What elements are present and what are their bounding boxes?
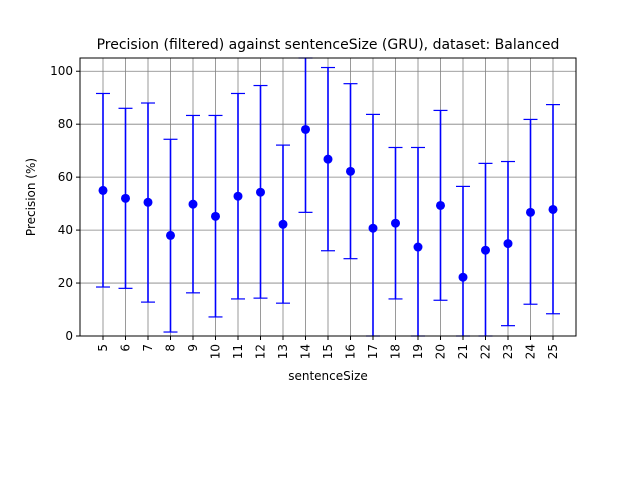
data-point — [481, 245, 490, 255]
data-point — [301, 124, 310, 134]
data-point — [143, 197, 153, 207]
x-tick-label: 20 — [434, 344, 448, 359]
x-tick-label: 15 — [321, 344, 335, 359]
data-point — [98, 185, 108, 195]
data-point — [121, 193, 130, 203]
x-axis-label: sentenceSize — [288, 369, 368, 383]
data-point — [458, 272, 468, 282]
y-tick-label: 60 — [58, 170, 73, 184]
data-point — [188, 199, 198, 209]
x-tick-label: 18 — [389, 344, 403, 359]
x-tick-label: 11 — [231, 344, 245, 359]
data-point — [391, 218, 400, 228]
x-tick-label: 6 — [119, 344, 133, 352]
x-tick-label: 19 — [411, 344, 425, 359]
x-tick-label: 8 — [164, 344, 178, 352]
data-point — [166, 230, 175, 240]
data-point — [436, 200, 445, 210]
y-tick-label: 0 — [65, 329, 73, 343]
x-tick-label: 23 — [501, 344, 515, 359]
x-tick-label: 5 — [96, 344, 110, 352]
x-tick-label: 16 — [344, 344, 358, 359]
x-tick-label: 9 — [186, 344, 200, 352]
data-points — [98, 124, 558, 282]
y-axis-label: Precision (%) — [24, 158, 38, 236]
data-point — [413, 242, 423, 252]
x-tick-label: 17 — [366, 344, 380, 359]
x-tick-label: 25 — [546, 344, 560, 359]
y-tick-label: 100 — [50, 64, 73, 78]
x-tick-label: 7 — [141, 344, 155, 352]
y-tick-label: 80 — [58, 117, 73, 131]
data-point — [211, 211, 220, 221]
data-point — [323, 154, 333, 164]
x-tick-label: 13 — [276, 344, 290, 359]
x-tick-label: 24 — [524, 344, 538, 359]
data-point — [526, 207, 535, 217]
x-tick-label: 14 — [299, 344, 313, 359]
x-tick-label: 21 — [456, 344, 470, 359]
data-point — [346, 166, 355, 176]
x-tick-label: 12 — [254, 344, 268, 359]
axes: 0 20 40 60 80 100 5 6 7 8 9 10 11 12 13 14 15 16 17 18 19 20 2… — [50, 64, 560, 359]
data-point — [503, 239, 513, 249]
data-point — [368, 223, 378, 233]
chart-title: Precision (filtered) against sentenceSiz… — [97, 37, 560, 53]
data-point — [278, 219, 288, 229]
x-tick-label: 22 — [479, 344, 493, 359]
y-tick-label: 40 — [58, 223, 73, 237]
data-point — [548, 204, 558, 214]
data-point — [233, 191, 243, 201]
data-point — [256, 187, 265, 197]
y-tick-label: 20 — [58, 276, 73, 290]
x-tick-label: 10 — [209, 344, 223, 359]
